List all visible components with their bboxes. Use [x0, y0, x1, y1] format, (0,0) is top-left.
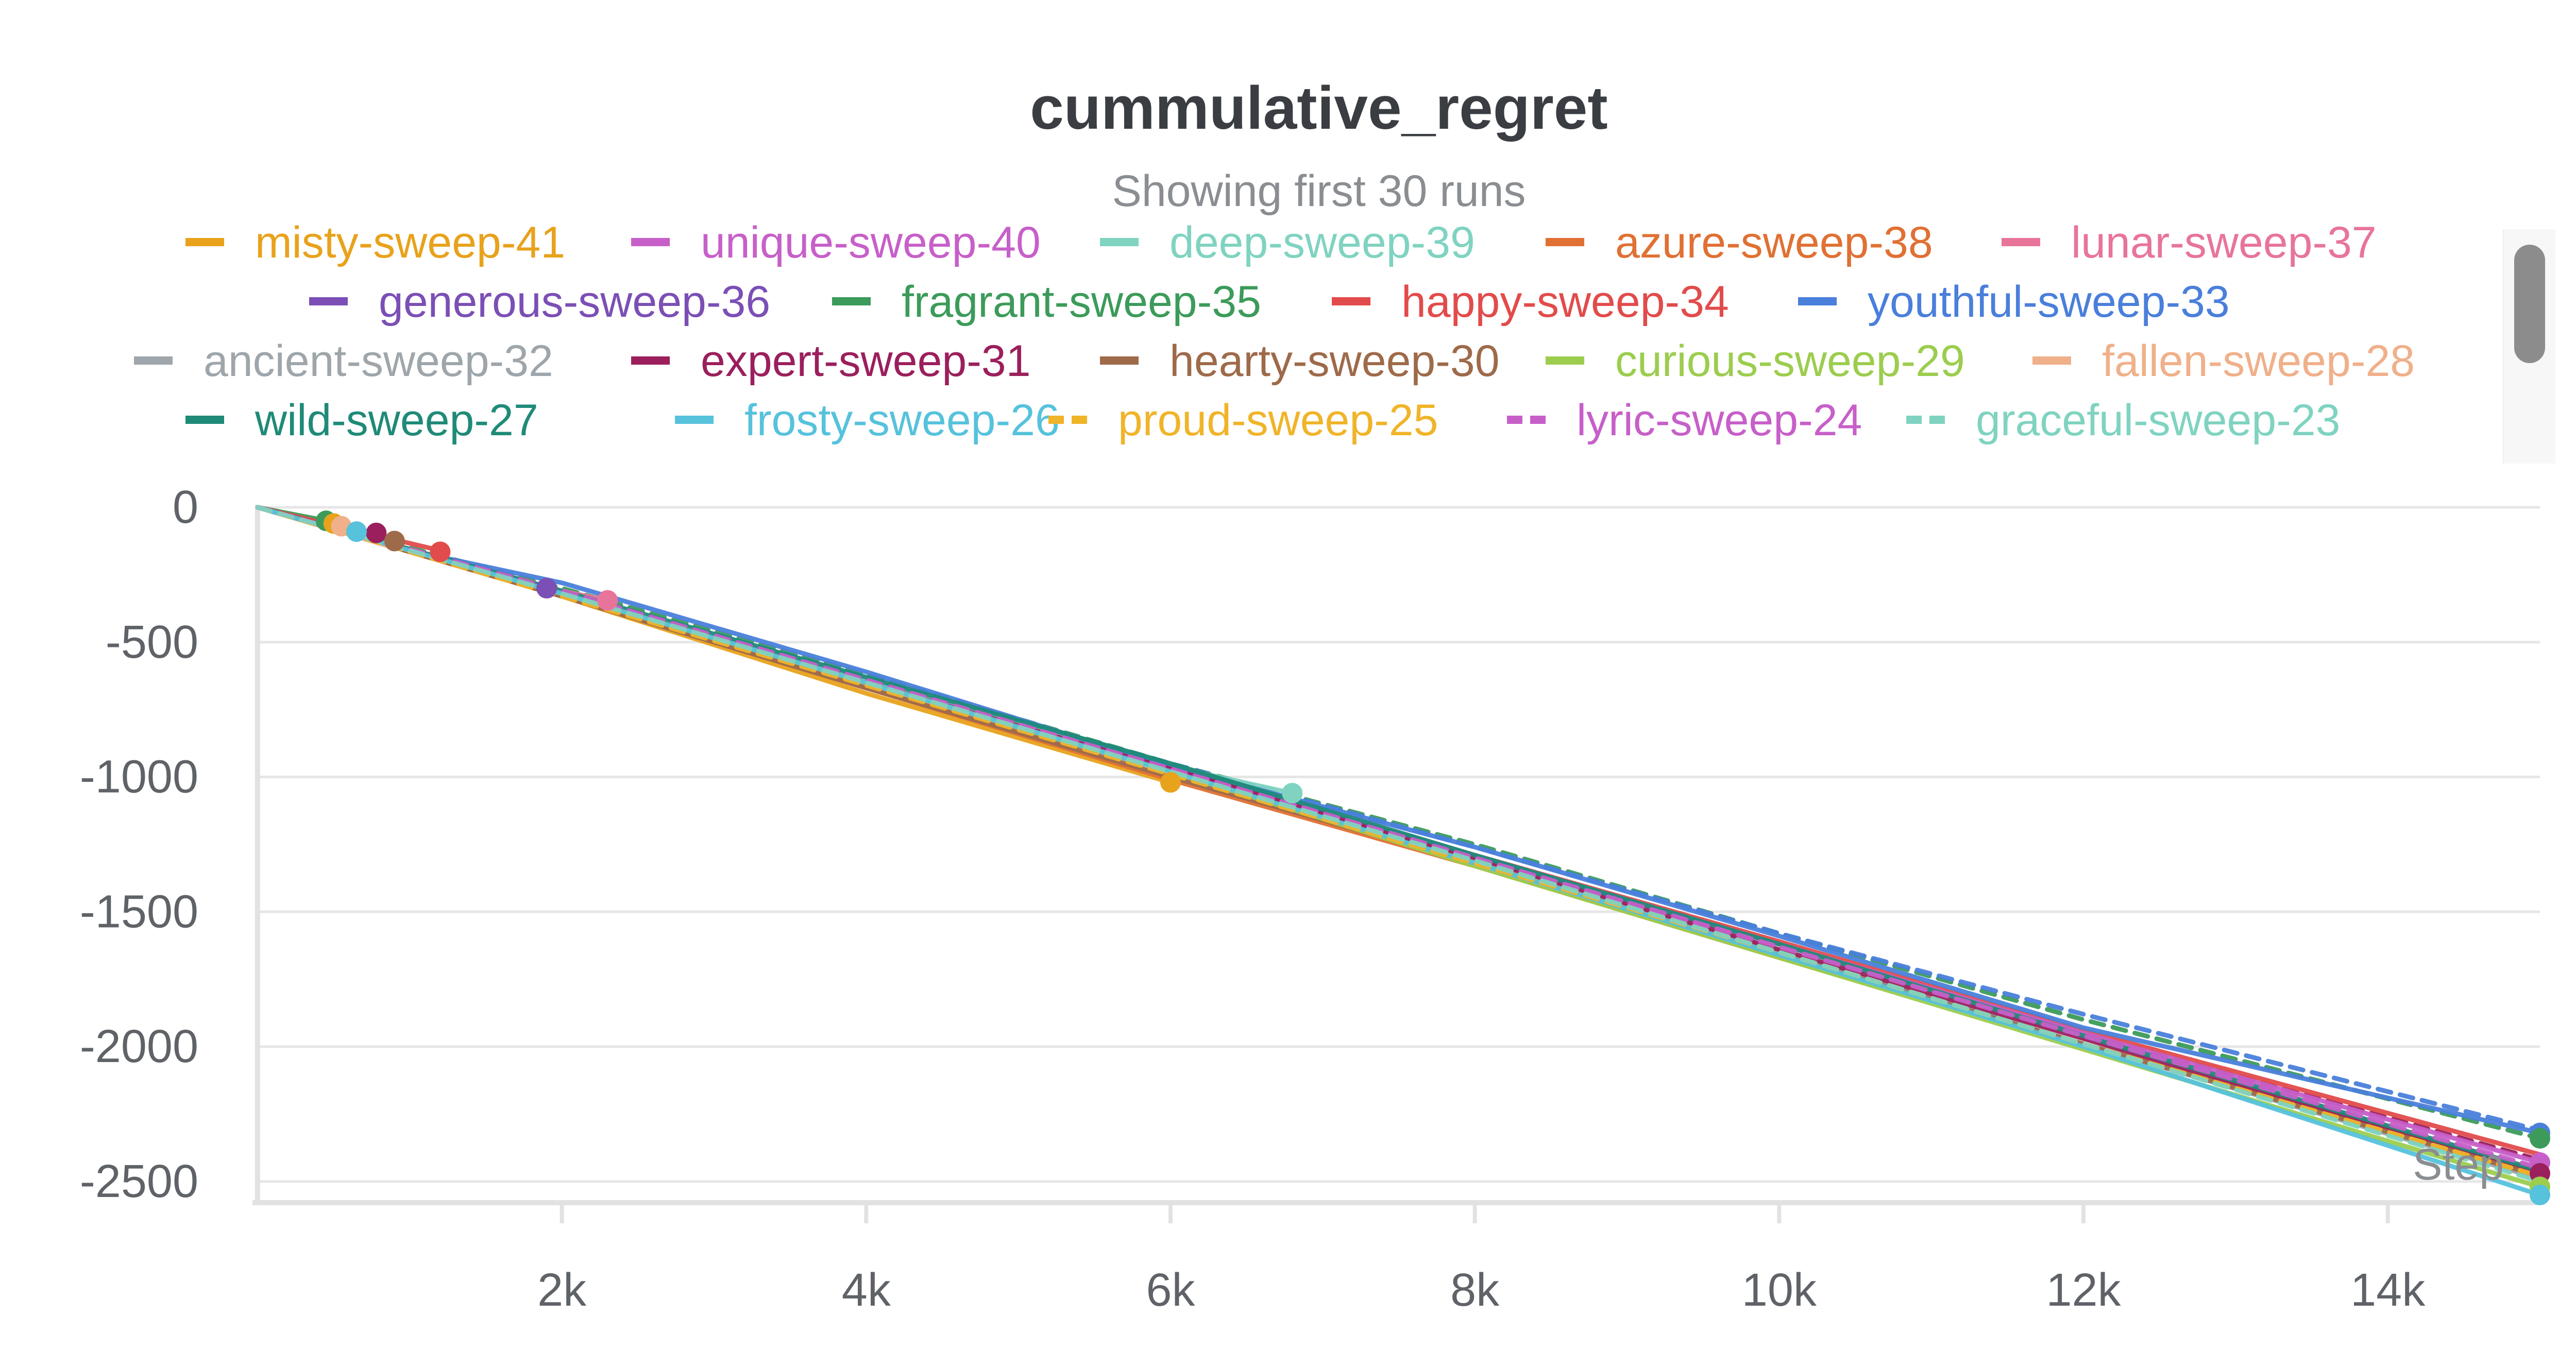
y-tick-label: -500 — [106, 617, 198, 668]
y-tick-label: -2000 — [80, 1021, 198, 1072]
markers-group — [315, 510, 2550, 1205]
axes: 0 -500 -1000 -1500 -2000 -2500 2k 4k 6k 8k 10k 12k 1… — [80, 482, 2540, 1316]
chart-subtitle: Showing first 30 runs — [1112, 166, 1526, 216]
legend-item-label: proud-sweep-25 — [1118, 396, 1438, 445]
series-end-marker — [430, 541, 451, 562]
legend-item-label: happy-sweep-34 — [1401, 277, 1729, 327]
legend-item-label: deep-sweep-39 — [1170, 218, 1475, 267]
legend-item-label: lunar-sweep-37 — [2071, 218, 2377, 267]
series-end-marker — [346, 521, 367, 542]
x-tick-label: 10k — [1742, 1264, 1817, 1316]
series-end-marker — [1282, 782, 1303, 803]
legend: misty-sweep-41 unique-sweep-40 deep-sweep-… — [134, 218, 2415, 445]
x-tick-label: 12k — [2046, 1264, 2121, 1316]
series-end-marker — [597, 590, 618, 611]
legend-item-label: graceful-sweep-23 — [1976, 396, 2340, 445]
series-end-marker — [1160, 772, 1181, 793]
series-end-marker — [384, 531, 405, 552]
series-end-marker — [536, 578, 557, 599]
legend-item-label: unique-sweep-40 — [701, 218, 1041, 267]
legend-item-label: curious-sweep-29 — [1615, 336, 1965, 386]
x-tick-label: 6k — [1146, 1264, 1195, 1316]
y-tick-label: -2500 — [80, 1156, 198, 1207]
legend-item-label: misty-sweep-41 — [255, 218, 565, 267]
x-axis-label: Step — [2413, 1140, 2504, 1189]
chart-title: cummulative_regret — [1030, 74, 1607, 142]
legend-scrollbar[interactable] — [2503, 229, 2555, 464]
x-tick-label: 4k — [842, 1264, 891, 1316]
legend-item-label: fallen-sweep-28 — [2102, 336, 2415, 386]
legend-item-label: lyric-sweep-24 — [1577, 396, 1862, 445]
legend-item-label: azure-sweep-38 — [1615, 218, 1933, 267]
series-end-marker — [366, 522, 387, 543]
legend-item-label: frosty-sweep-26 — [744, 396, 1060, 445]
legend-item-label: expert-sweep-31 — [701, 336, 1031, 386]
legend-scrollbar-thumb[interactable] — [2514, 245, 2545, 363]
x-tick-label: 8k — [1450, 1264, 1500, 1316]
y-tick-label: -1000 — [80, 751, 198, 803]
series-group — [255, 505, 2543, 1198]
y-tick-label: 0 — [173, 482, 198, 533]
legend-item-label: generous-sweep-36 — [379, 277, 770, 327]
legend-item-label: wild-sweep-27 — [255, 396, 538, 445]
y-tick-label: -1500 — [80, 886, 198, 937]
series-end-marker — [2530, 1185, 2550, 1205]
legend-item-label: youthful-sweep-33 — [1868, 277, 2230, 327]
x-tick-label: 2k — [537, 1264, 587, 1316]
legend-item-label: ancient-sweep-32 — [204, 336, 553, 386]
legend-item-label: hearty-sweep-30 — [1170, 336, 1500, 386]
x-tick-label: 14k — [2350, 1264, 2426, 1316]
legend-item-label: fragrant-sweep-35 — [902, 277, 1261, 327]
series-end-marker — [2530, 1128, 2550, 1149]
